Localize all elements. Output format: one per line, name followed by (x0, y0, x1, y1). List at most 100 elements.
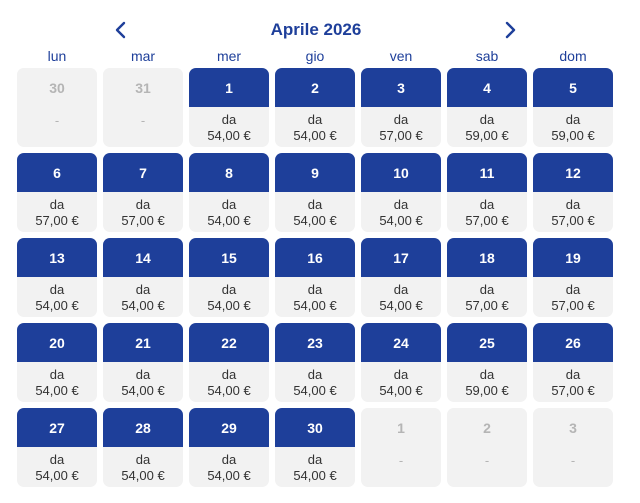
price-placeholder: - (484, 453, 490, 468)
price-box: da 57,00 € (533, 192, 613, 232)
calendar-day-cell[interactable]: 12 da 57,00 € (533, 153, 613, 232)
calendar-day-cell[interactable]: 4 da 59,00 € (447, 68, 527, 147)
price-value: 54,00 € (379, 298, 423, 313)
price-box: da 54,00 € (17, 447, 97, 487)
price-prefix-label: da (49, 197, 65, 212)
calendar-day-cell[interactable]: 24 da 54,00 € (361, 323, 441, 402)
price-placeholder: - (398, 453, 404, 468)
calendar-day-cell[interactable]: 19 da 57,00 € (533, 238, 613, 317)
price-box: da 54,00 € (189, 277, 269, 317)
calendar-day-cell[interactable]: 9 da 54,00 € (275, 153, 355, 232)
price-prefix-label: da (307, 282, 323, 297)
calendar-day-cell[interactable]: 8 da 54,00 € (189, 153, 269, 232)
price-box: - (17, 107, 97, 147)
calendar-day-cell[interactable]: 6 da 57,00 € (17, 153, 97, 232)
price-prefix-label: da (221, 367, 237, 382)
day-number: 28 (103, 408, 183, 447)
price-box: da 54,00 € (17, 277, 97, 317)
price-box: da 57,00 € (447, 192, 527, 232)
calendar-day-cell[interactable]: 26 da 57,00 € (533, 323, 613, 402)
calendar-day-cell[interactable]: 1 da 54,00 € (189, 68, 269, 147)
calendar-day-cell-disabled: 3- (533, 408, 613, 487)
calendar-day-cell[interactable]: 10 da 54,00 € (361, 153, 441, 232)
price-prefix-label: da (221, 452, 237, 467)
price-value: 54,00 € (207, 128, 251, 143)
calendar-day-cell[interactable]: 23 da 54,00 € (275, 323, 355, 402)
price-box: da 57,00 € (447, 277, 527, 317)
price-prefix-label: da (307, 367, 323, 382)
price-value: 54,00 € (35, 468, 79, 483)
calendar-day-grid: 30-31-1 da 54,00 €2 da 54,00 €3 da 57,00 €4 da 5… (17, 68, 613, 487)
calendar-day-cell[interactable]: 16 da 54,00 € (275, 238, 355, 317)
price-value: 57,00 € (551, 213, 595, 228)
price-box: - (103, 107, 183, 147)
day-number: 31 (103, 68, 183, 107)
price-value: 57,00 € (35, 213, 79, 228)
price-box: da 54,00 € (103, 362, 183, 402)
calendar-day-cell[interactable]: 27 da 54,00 € (17, 408, 97, 487)
day-number: 13 (17, 238, 97, 277)
weekday-label: mer (216, 48, 242, 64)
price-value: 57,00 € (379, 128, 423, 143)
price-value: 54,00 € (35, 298, 79, 313)
next-month-button[interactable] (498, 18, 522, 42)
day-number: 15 (189, 238, 269, 277)
weekday-label: dom (559, 48, 587, 64)
calendar-day-cell[interactable]: 18 da 57,00 € (447, 238, 527, 317)
price-placeholder: - (140, 113, 146, 128)
calendar-day-cell[interactable]: 29 da 54,00 € (189, 408, 269, 487)
day-number: 30 (275, 408, 355, 447)
price-box: da 59,00 € (447, 362, 527, 402)
price-box: da 57,00 € (533, 277, 613, 317)
price-box: da 59,00 € (447, 107, 527, 147)
price-box: da 57,00 € (361, 107, 441, 147)
calendar-day-cell[interactable]: 20 da 54,00 € (17, 323, 97, 402)
calendar-day-cell[interactable]: 30 da 54,00 € (275, 408, 355, 487)
price-box: da 54,00 € (189, 192, 269, 232)
price-prefix-label: da (393, 197, 409, 212)
calendar-day-cell[interactable]: 25 da 59,00 € (447, 323, 527, 402)
price-prefix-label: da (565, 367, 581, 382)
price-box: da 54,00 € (361, 277, 441, 317)
price-value: 59,00 € (551, 128, 595, 143)
calendar-day-cell[interactable]: 21 da 54,00 € (103, 323, 183, 402)
calendar-day-cell[interactable]: 13 da 54,00 € (17, 238, 97, 317)
day-number: 20 (17, 323, 97, 362)
price-value: 54,00 € (207, 468, 251, 483)
day-number: 10 (361, 153, 441, 192)
price-prefix-label: da (221, 282, 237, 297)
price-value: 54,00 € (121, 298, 165, 313)
day-number: 9 (275, 153, 355, 192)
price-box: da 57,00 € (103, 192, 183, 232)
weekday-header-row: lun mar mer gio ven sab dom (17, 48, 613, 66)
calendar-day-cell[interactable]: 11 da 57,00 € (447, 153, 527, 232)
weekday-label: lun (47, 48, 67, 64)
day-number: 27 (17, 408, 97, 447)
calendar-day-cell[interactable]: 22 da 54,00 € (189, 323, 269, 402)
calendar-day-cell[interactable]: 15 da 54,00 € (189, 238, 269, 317)
calendar-day-cell[interactable]: 7 da 57,00 € (103, 153, 183, 232)
day-number: 22 (189, 323, 269, 362)
price-value: 57,00 € (551, 383, 595, 398)
calendar-day-cell[interactable]: 14 da 54,00 € (103, 238, 183, 317)
price-value: 54,00 € (207, 383, 251, 398)
day-number: 29 (189, 408, 269, 447)
day-number: 14 (103, 238, 183, 277)
calendar-day-cell-disabled: 1- (361, 408, 441, 487)
previous-month-button[interactable] (109, 18, 133, 42)
calendar-day-cell[interactable]: 5 da 59,00 € (533, 68, 613, 147)
price-box: - (447, 447, 527, 487)
month-title: Aprile 2026 (270, 20, 362, 39)
price-prefix-label: da (479, 282, 495, 297)
price-box: da 54,00 € (189, 447, 269, 487)
calendar-day-cell[interactable]: 2 da 54,00 € (275, 68, 355, 147)
price-prefix-label: da (307, 112, 323, 127)
calendar-day-cell[interactable]: 3 da 57,00 € (361, 68, 441, 147)
calendar-day-cell[interactable]: 28 da 54,00 € (103, 408, 183, 487)
weekday-label: gio (305, 48, 325, 64)
price-prefix-label: da (393, 367, 409, 382)
day-number: 23 (275, 323, 355, 362)
day-number: 3 (361, 68, 441, 107)
calendar-day-cell[interactable]: 17 da 54,00 € (361, 238, 441, 317)
weekday-label: sab (475, 48, 499, 64)
